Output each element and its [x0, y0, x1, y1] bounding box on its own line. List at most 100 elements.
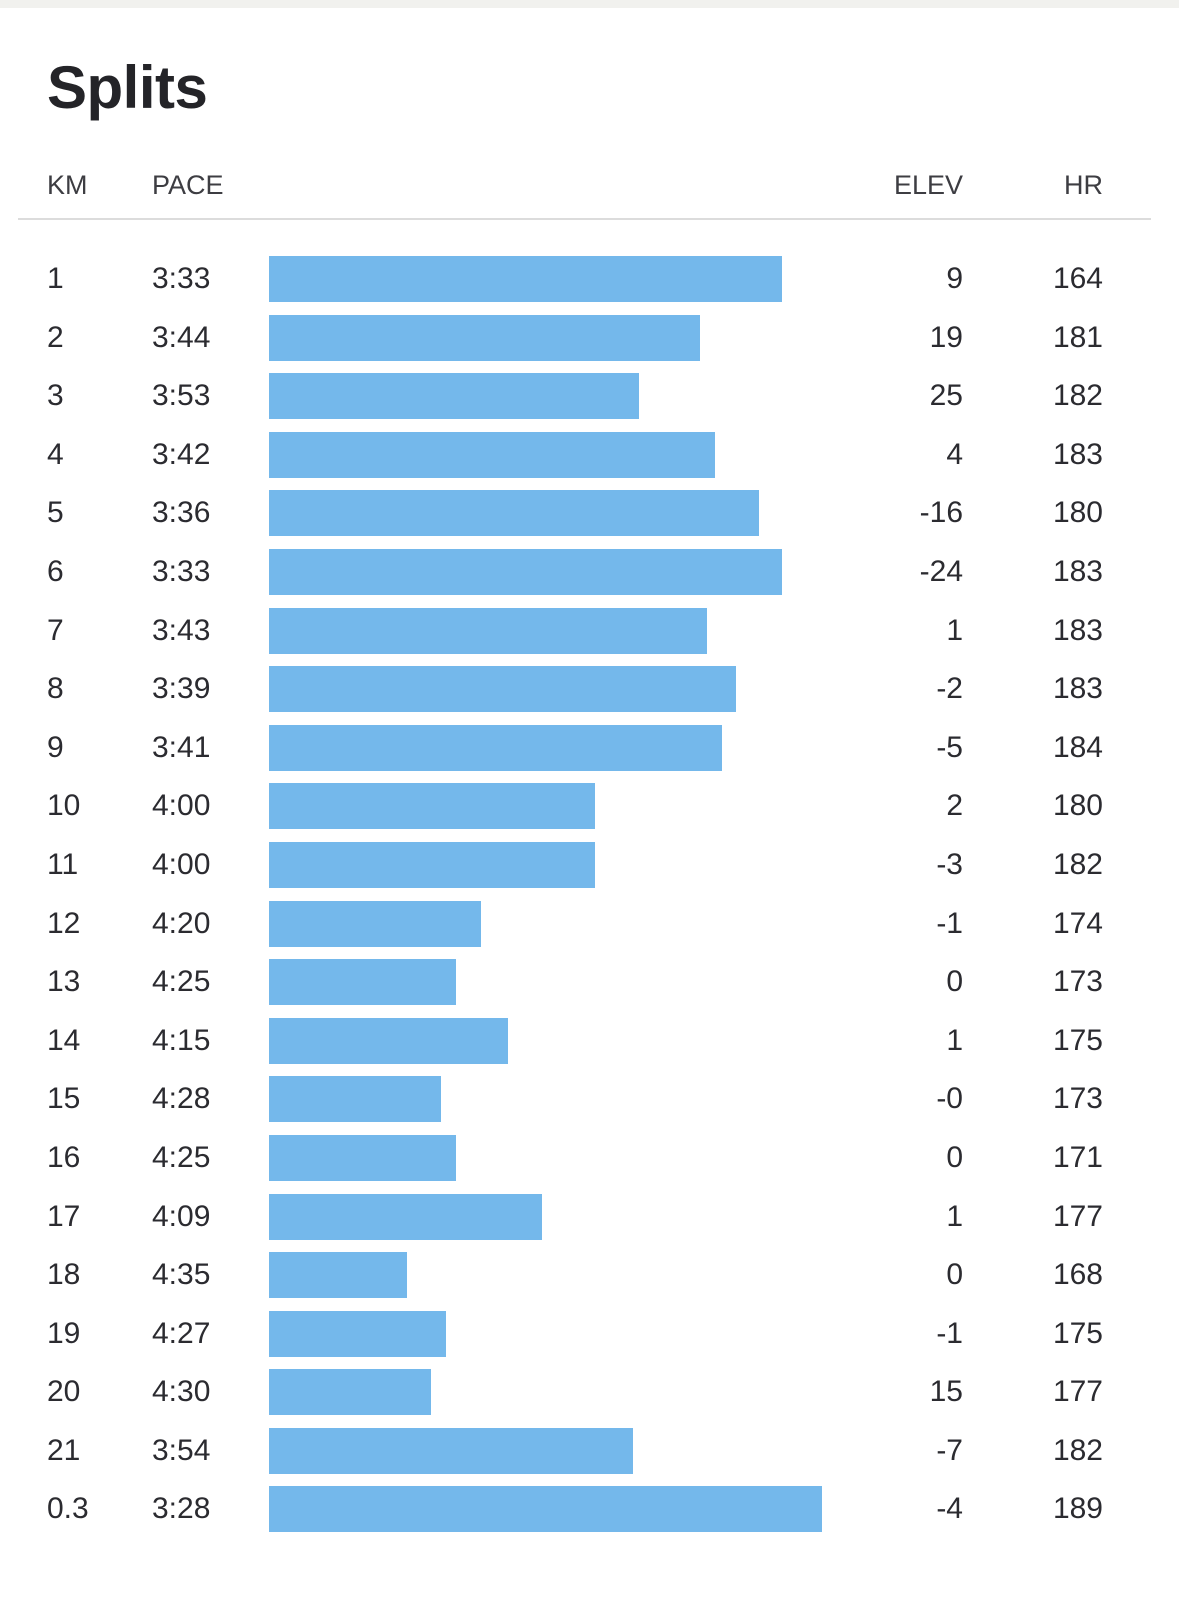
pace-bar	[269, 1017, 508, 1064]
split-elev: -16	[919, 496, 963, 530]
split-elev: 1	[946, 1023, 963, 1057]
split-pace: 3:43	[152, 613, 211, 647]
split-elev: 4	[946, 437, 963, 471]
pace-bar-track	[269, 256, 889, 302]
split-hr: 183	[1052, 437, 1103, 471]
split-hr: 180	[1052, 496, 1103, 530]
split-pace: 3:44	[152, 320, 211, 354]
split-hr: 182	[1052, 847, 1103, 881]
pace-bar-track	[269, 1369, 889, 1416]
split-km: 13	[47, 965, 81, 999]
pace-bar-track	[269, 548, 889, 595]
split-km: 9	[47, 730, 64, 764]
pace-bar-track	[269, 841, 889, 888]
split-row: 16 4:25 0 171	[0, 1129, 1179, 1188]
split-km: 15	[47, 1082, 81, 1116]
split-pace: 4:25	[152, 965, 211, 999]
split-km: 14	[47, 1023, 81, 1057]
pace-bar-track	[269, 490, 889, 537]
pace-bar-track	[269, 783, 889, 830]
split-elev: 0	[946, 965, 963, 999]
column-header-km: KM	[47, 170, 88, 200]
pace-bar	[269, 1310, 446, 1357]
split-elev: -4	[936, 1492, 963, 1526]
split-row: 10 4:00 2 180	[0, 777, 1179, 836]
split-pace: 3:54	[152, 1433, 211, 1467]
split-hr: 183	[1052, 613, 1103, 647]
split-hr: 174	[1052, 906, 1103, 940]
split-pace: 4:00	[152, 789, 211, 823]
split-km: 17	[47, 1199, 81, 1233]
split-row: 6 3:33 -24 183	[0, 543, 1179, 602]
pace-bar-track	[269, 1193, 889, 1240]
splits-list: 1 3:33 9 164 2 3:44 19 181 3 3:53 25 182 4 3:42 4 183 5 3…	[0, 250, 1179, 1539]
pace-bar	[269, 900, 482, 947]
pace-bar-track	[269, 1486, 889, 1533]
split-pace: 3:28	[152, 1492, 211, 1526]
page-title: Splits	[47, 54, 208, 121]
pace-bar-track	[269, 1017, 889, 1064]
pace-bar	[269, 959, 456, 1006]
header-divider	[18, 218, 1151, 220]
split-elev: -1	[936, 906, 963, 940]
split-km: 2	[47, 320, 64, 354]
split-km: 12	[47, 906, 81, 940]
split-hr: 183	[1052, 554, 1103, 588]
pace-bar	[269, 841, 595, 888]
top-strip	[0, 0, 1179, 8]
split-km: 11	[47, 847, 79, 881]
split-hr: 181	[1052, 320, 1103, 354]
split-elev: 1	[946, 1199, 963, 1233]
split-hr: 175	[1052, 1023, 1103, 1057]
split-pace: 4:20	[152, 906, 211, 940]
split-km: 18	[47, 1258, 81, 1292]
split-pace: 4:00	[152, 847, 211, 881]
pace-bar	[269, 490, 759, 537]
pace-bar-track	[269, 314, 889, 361]
split-elev: 1	[946, 613, 963, 647]
split-row: 18 4:35 0 168	[0, 1246, 1179, 1305]
pace-bar	[269, 1486, 822, 1533]
split-row: 13 4:25 0 173	[0, 953, 1179, 1012]
split-elev: -24	[919, 554, 963, 588]
column-header-elev: ELEV	[893, 170, 963, 200]
split-row: 19 4:27 -1 175	[0, 1305, 1179, 1364]
pace-bar-track	[269, 431, 889, 478]
split-pace: 4:15	[152, 1023, 211, 1057]
split-pace: 3:42	[152, 437, 211, 471]
pace-bar-track	[269, 607, 889, 654]
split-km: 19	[47, 1316, 81, 1350]
pace-bar	[269, 783, 595, 830]
split-row: 2 3:44 19 181	[0, 309, 1179, 368]
split-row: 9 3:41 -5 184	[0, 719, 1179, 778]
split-hr: 171	[1052, 1140, 1103, 1174]
split-row: 7 3:43 1 183	[0, 602, 1179, 661]
split-pace: 3:41	[152, 730, 211, 764]
split-row: 14 4:15 1 175	[0, 1012, 1179, 1071]
split-pace: 4:30	[152, 1375, 211, 1409]
split-elev: 15	[929, 1375, 963, 1409]
split-hr: 173	[1052, 1082, 1103, 1116]
pace-bar	[269, 666, 737, 713]
split-pace: 3:39	[152, 672, 211, 706]
split-pace: 3:33	[152, 554, 211, 588]
split-km: 21	[47, 1433, 81, 1467]
split-km: 4	[47, 437, 64, 471]
pace-bar	[269, 1369, 431, 1416]
split-hr: 180	[1052, 789, 1103, 823]
pace-bar	[269, 724, 722, 771]
split-km: 7	[47, 613, 64, 647]
pace-bar	[269, 431, 715, 478]
pace-bar-track	[269, 1427, 889, 1474]
split-row: 0.3 3:28 -4 189	[0, 1480, 1179, 1539]
split-elev: 19	[929, 320, 963, 354]
split-hr: 164	[1052, 262, 1103, 295]
column-header-pace: PACE	[152, 170, 224, 200]
split-row: 21 3:54 -7 182	[0, 1422, 1179, 1481]
split-hr: 182	[1052, 1433, 1103, 1467]
pace-bar-track	[269, 373, 889, 420]
pace-bar-track	[269, 900, 889, 947]
split-hr: 184	[1052, 730, 1103, 764]
pace-bar	[269, 314, 701, 361]
split-elev: 2	[946, 789, 963, 823]
